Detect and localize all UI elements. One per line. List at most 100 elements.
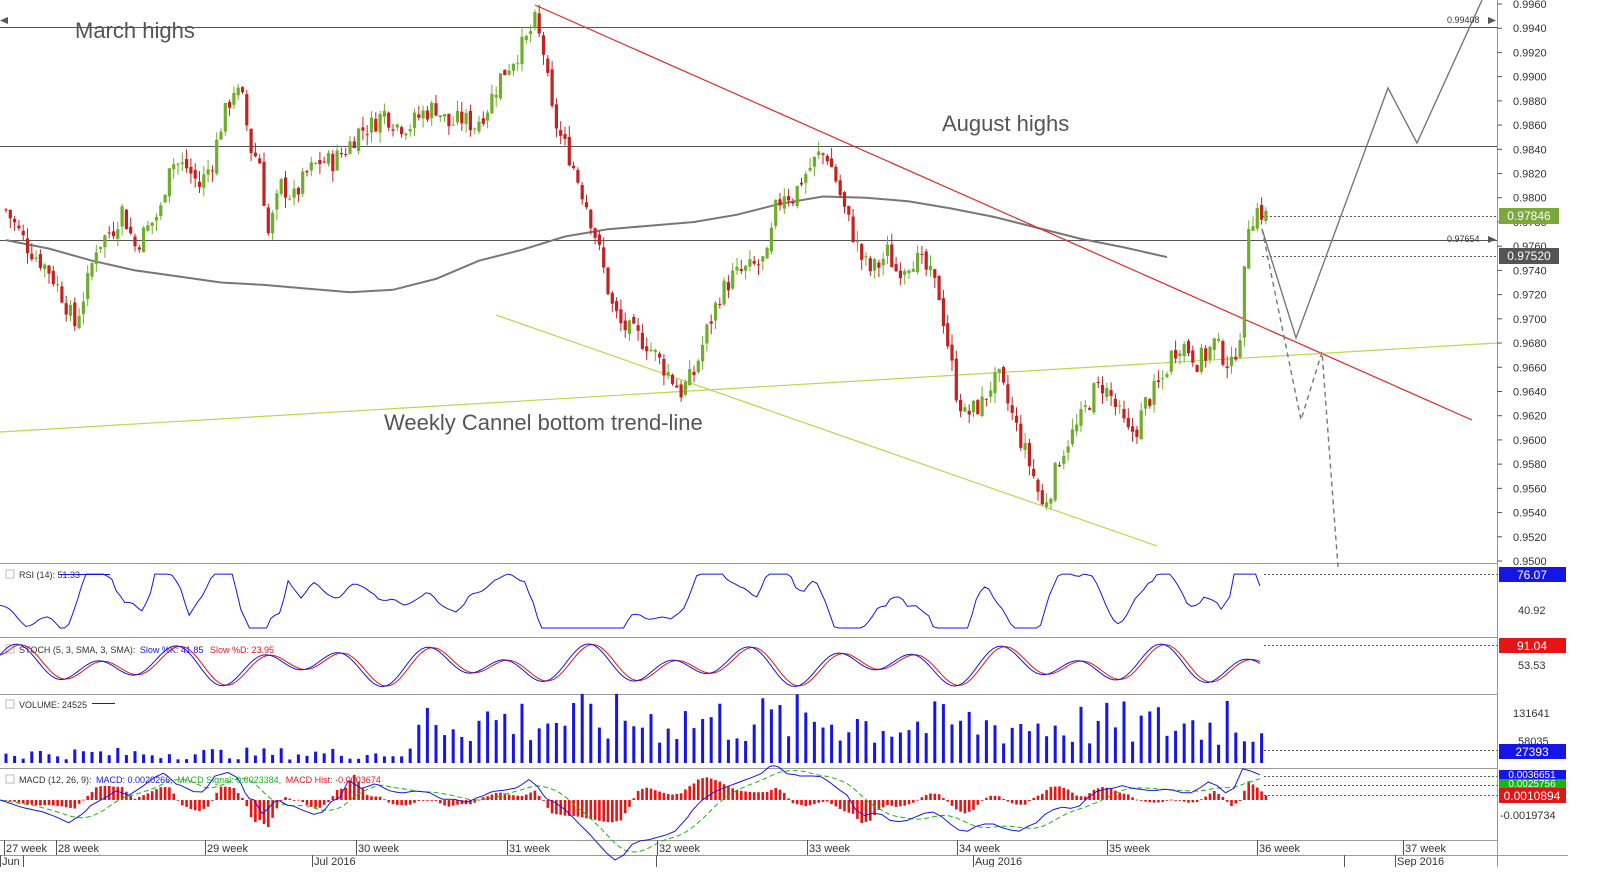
- candle: [1006, 374, 1010, 412]
- macd-hist-bar: [193, 800, 197, 811]
- price-tick-label: 0.9640: [1513, 386, 1547, 398]
- candle: [1204, 345, 1208, 368]
- price-tick-label: 0.9600: [1513, 435, 1547, 447]
- macd-hist-bar: [236, 793, 240, 800]
- macd-hist-bar: [937, 794, 941, 800]
- volume-bar: [107, 755, 111, 763]
- macd-hist-bar: [1053, 786, 1057, 800]
- candle: [649, 342, 653, 353]
- candle: [791, 198, 795, 207]
- macd-hist-bar: [198, 800, 201, 811]
- candle: [374, 112, 378, 133]
- volume-bar: [1131, 741, 1135, 763]
- volume-bar: [967, 711, 971, 763]
- macd-hist-bar: [533, 790, 537, 800]
- candle: [1109, 382, 1113, 406]
- macd-hist-bar: [1019, 800, 1023, 805]
- macd-hist-bar: [1260, 791, 1263, 800]
- macd-hist-bar: [417, 800, 421, 801]
- macd-hist-bar: [1114, 790, 1117, 800]
- candle: [189, 158, 193, 184]
- candle: [1182, 341, 1186, 363]
- volume-bar: [219, 749, 223, 763]
- stoch-k-line: [0, 643, 1261, 688]
- candle: [864, 252, 868, 267]
- volume-bar: [331, 748, 335, 763]
- macd-hist-bar: [795, 800, 799, 805]
- volume-bar: [64, 759, 68, 763]
- volume-bar: [778, 704, 782, 763]
- volume-bar: [554, 722, 558, 763]
- macd-hist-bar: [1200, 799, 1203, 800]
- candle: [602, 237, 606, 274]
- candle: [868, 255, 872, 276]
- candle: [606, 266, 610, 296]
- macd-hist-bar: [408, 800, 412, 805]
- candle: [30, 243, 34, 262]
- volume-bar: [357, 758, 361, 763]
- candle: [1221, 339, 1225, 367]
- volume-bar: [176, 759, 180, 763]
- volume-bar: [563, 725, 567, 763]
- macd-hist-bar: [568, 800, 571, 816]
- volume-bar: [124, 755, 128, 763]
- macd-hist-bar: [245, 800, 249, 807]
- macd-hist-bar: [765, 791, 769, 800]
- macd-hist-bar: [722, 784, 726, 800]
- candle: [361, 116, 365, 141]
- week-label: 34 week: [959, 843, 1000, 855]
- candle: [774, 198, 778, 230]
- candlestick-series: [4, 4, 1268, 510]
- volume-bar: [262, 748, 266, 763]
- volume-bar: [838, 740, 842, 763]
- macd-hist-bar: [400, 800, 403, 806]
- volume-bar: [210, 749, 214, 763]
- macd-hist-bar: [215, 792, 218, 800]
- svg-text:0.0025756: 0.0025756: [1508, 779, 1556, 790]
- macd-hist-bar: [1264, 795, 1268, 800]
- candle: [941, 289, 945, 334]
- volume-bar: [271, 754, 275, 763]
- macd-hist-bar: [1182, 800, 1186, 802]
- macd-hist-bar: [1010, 800, 1014, 804]
- macd-hist-bar: [77, 800, 81, 804]
- volume-bar: [855, 719, 859, 763]
- candle: [1049, 497, 1053, 510]
- week-label: 31 week: [509, 843, 550, 855]
- candle: [253, 142, 257, 158]
- candle: [748, 250, 752, 272]
- volume-bar: [1045, 736, 1049, 763]
- candle: [533, 9, 537, 31]
- candle: [1195, 364, 1199, 373]
- candle: [154, 213, 159, 231]
- volume-bar: [21, 758, 25, 763]
- volume-bar: [726, 739, 730, 763]
- macd-hist-bar: [985, 797, 988, 800]
- volume-bar: [47, 754, 51, 763]
- macd-hist-bar: [1122, 793, 1126, 800]
- candle: [834, 164, 838, 184]
- candle: [438, 115, 442, 123]
- candle: [1264, 207, 1268, 225]
- volume-bar: [477, 720, 481, 763]
- volume-bar: [1208, 722, 1212, 763]
- macd-hist-bar: [133, 798, 137, 800]
- macd-hist-bar: [641, 788, 644, 800]
- candle: [1234, 347, 1238, 362]
- macd-hist-bar: [959, 800, 962, 812]
- volume-bar: [142, 754, 146, 763]
- candle: [799, 177, 804, 187]
- candle: [825, 153, 829, 166]
- macd-hist-bar: [791, 800, 795, 804]
- candle: [1238, 332, 1242, 359]
- macd-hist-bar: [314, 800, 317, 808]
- volume-bar: [924, 733, 928, 763]
- macd-hist-bar: [1225, 800, 1229, 802]
- macd-hist-bar: [1036, 795, 1040, 800]
- macd-hist-bar: [99, 786, 102, 800]
- macd-hist-bar: [477, 799, 481, 801]
- candle: [903, 268, 907, 285]
- svg-text:76.07: 76.07: [1517, 568, 1547, 582]
- macd-hist-bar: [899, 800, 902, 807]
- candle: [507, 63, 511, 76]
